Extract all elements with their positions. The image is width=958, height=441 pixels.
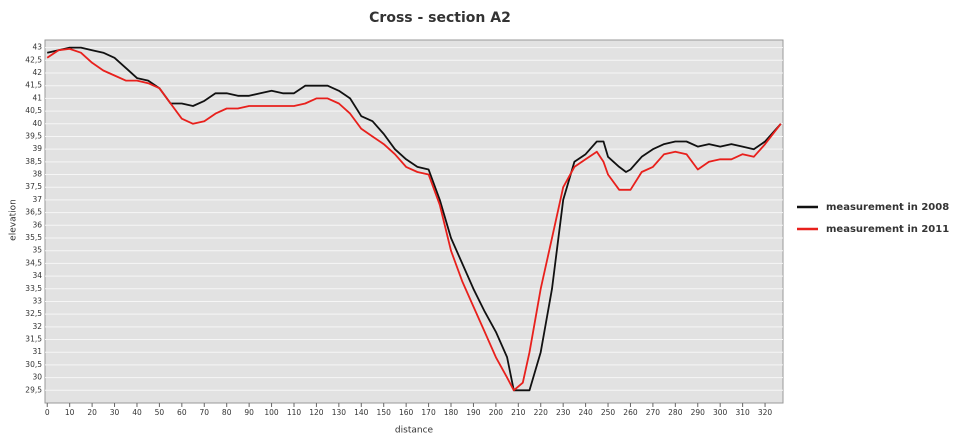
y-tick-label: 30,5 (25, 360, 42, 369)
x-tick-label: 30 (110, 408, 120, 417)
y-tick-label: 42 (32, 68, 42, 77)
y-tick-label: 38,5 (25, 157, 42, 166)
y-tick-label: 34 (32, 271, 42, 280)
x-tick-label: 0 (45, 408, 50, 417)
x-tick-label: 260 (623, 408, 638, 417)
x-tick-label: 320 (758, 408, 773, 417)
x-tick-label: 280 (668, 408, 683, 417)
y-tick-label: 43 (32, 43, 42, 52)
x-tick-label: 120 (309, 408, 324, 417)
y-tick-label: 31 (32, 347, 42, 356)
y-tick-label: 33 (32, 296, 42, 305)
y-tick-label: 40 (32, 119, 42, 128)
x-axis-label: distance (395, 426, 434, 436)
x-tick-label: 250 (601, 408, 616, 417)
x-tick-label: 200 (489, 408, 504, 417)
y-tick-label: 41,5 (25, 81, 42, 90)
series-line (46, 48, 782, 392)
y-tick-label: 35 (32, 246, 42, 255)
y-tick-label: 32 (32, 322, 42, 331)
x-tick-label: 50 (155, 408, 165, 417)
x-tick-label: 40 (132, 408, 142, 417)
x-tick-label: 240 (578, 408, 593, 417)
y-tick-label: 39,5 (25, 131, 42, 140)
y-tick-label: 38 (32, 170, 42, 179)
x-tick-label: 220 (534, 408, 549, 417)
y-tick-label: 42,5 (25, 55, 42, 64)
y-axis-label: elevation (9, 199, 19, 241)
x-tick-label: 60 (177, 408, 187, 417)
y-tick-label: 36,5 (25, 208, 42, 217)
y-tick-label: 35,5 (25, 233, 42, 242)
y-tick-label: 36 (32, 220, 42, 229)
y-tick-label: 30 (32, 373, 42, 382)
x-tick-label: 190 (466, 408, 481, 417)
x-tick-label: 80 (222, 408, 232, 417)
y-tick-label: 34,5 (25, 258, 42, 267)
y-tick-label: 40,5 (25, 106, 42, 115)
x-tick-label: 270 (646, 408, 661, 417)
x-tick-label: 20 (87, 408, 97, 417)
series-line (47, 46, 782, 392)
x-tick-label: 70 (199, 408, 209, 417)
plot-area (44, 39, 784, 404)
y-tick-label: 37,5 (25, 182, 42, 191)
x-tick-label: 180 (444, 408, 459, 417)
y-tick-label: 41 (32, 93, 42, 102)
y-tick-label: 39 (32, 144, 42, 153)
y-tick-label: 29,5 (25, 385, 42, 394)
x-tick-label: 210 (511, 408, 526, 417)
y-tick-label: 37 (32, 195, 42, 204)
x-tick-label: 10 (65, 408, 75, 417)
x-tick-label: 300 (713, 408, 728, 417)
y-tick-label: 33,5 (25, 284, 42, 293)
x-tick-label: 160 (399, 408, 414, 417)
x-tick-label: 150 (377, 408, 392, 417)
x-tick-label: 290 (691, 408, 706, 417)
y-tick-label: 31,5 (25, 335, 42, 344)
x-tick-label: 140 (354, 408, 369, 417)
x-tick-label: 230 (556, 408, 571, 417)
y-tick-label: 32,5 (25, 309, 42, 318)
legend-label: measurement in 2008 (826, 202, 949, 213)
x-tick-label: 90 (244, 408, 254, 417)
x-tick-label: 170 (421, 408, 436, 417)
x-tick-label: 100 (264, 408, 279, 417)
x-tick-label: 130 (332, 408, 347, 417)
x-tick-label: 110 (287, 408, 302, 417)
chart-title: Cross - section A2 (369, 10, 511, 26)
x-tick-label: 310 (735, 408, 750, 417)
legend-label: measurement in 2011 (826, 224, 949, 235)
